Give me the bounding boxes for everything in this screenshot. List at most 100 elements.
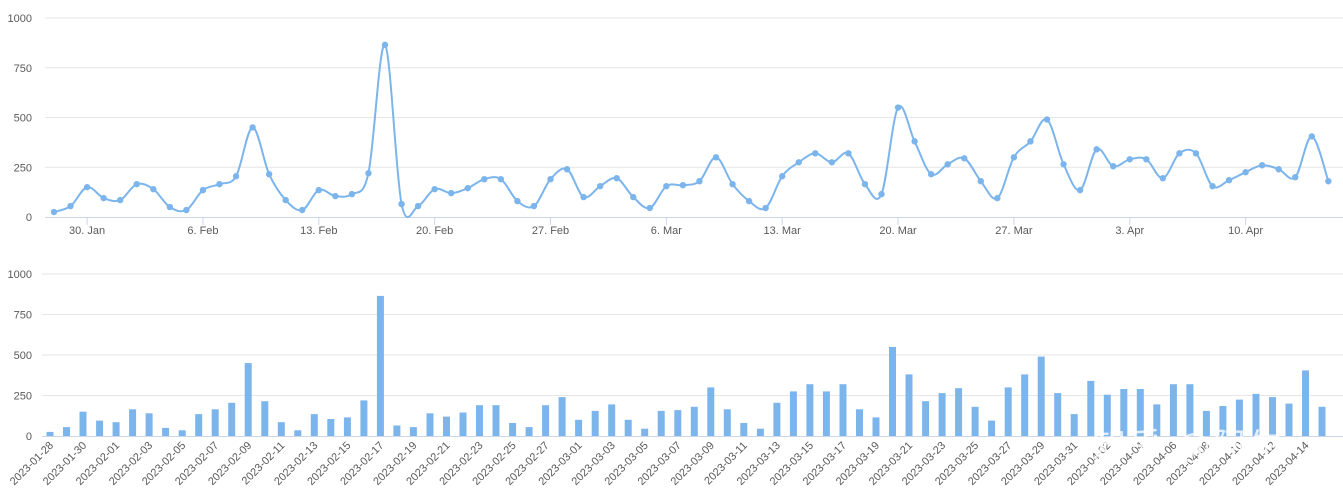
bar[interactable] <box>889 346 896 436</box>
data-point[interactable] <box>729 180 736 188</box>
data-point[interactable] <box>1325 177 1332 185</box>
bar-chart-series[interactable] <box>46 295 1326 437</box>
bar[interactable] <box>740 423 748 436</box>
data-point[interactable] <box>779 173 786 180</box>
data-point[interactable] <box>50 208 58 216</box>
data-point[interactable] <box>580 193 587 201</box>
data-point[interactable] <box>1209 182 1216 190</box>
bar[interactable] <box>922 401 930 436</box>
bar[interactable] <box>476 405 483 436</box>
data-point[interactable] <box>745 197 753 205</box>
data-point[interactable] <box>812 150 819 157</box>
bar[interactable] <box>707 387 715 436</box>
bar[interactable] <box>591 410 599 436</box>
data-point[interactable] <box>514 197 521 205</box>
data-point[interactable] <box>646 204 653 212</box>
bar[interactable] <box>806 384 814 436</box>
bar[interactable] <box>988 420 996 436</box>
data-point[interactable] <box>1275 166 1282 173</box>
bar[interactable] <box>96 420 104 436</box>
data-point[interactable] <box>530 202 538 210</box>
data-point[interactable] <box>1242 169 1249 176</box>
data-point[interactable] <box>630 193 637 201</box>
bar[interactable] <box>1219 406 1227 436</box>
bar[interactable] <box>426 413 434 436</box>
bar[interactable] <box>228 402 236 436</box>
data-point[interactable] <box>1060 161 1067 168</box>
data-point[interactable] <box>1093 146 1100 153</box>
data-point[interactable] <box>1192 150 1200 157</box>
data-point[interactable] <box>398 200 405 208</box>
data-point[interactable] <box>613 174 620 182</box>
bar[interactable] <box>459 412 467 437</box>
bar[interactable] <box>1021 374 1029 436</box>
bar[interactable] <box>756 428 764 436</box>
bar[interactable] <box>1103 394 1111 436</box>
data-point[interactable] <box>1159 174 1167 182</box>
bar[interactable] <box>1087 380 1095 436</box>
data-point[interactable] <box>299 206 306 214</box>
bar[interactable] <box>971 406 979 436</box>
bar[interactable] <box>1186 384 1194 436</box>
data-point[interactable] <box>133 180 140 188</box>
data-point[interactable] <box>1143 156 1150 163</box>
series-line[interactable] <box>53 43 1330 219</box>
bar[interactable] <box>327 419 335 436</box>
bar[interactable] <box>129 409 137 436</box>
data-point[interactable] <box>464 184 471 192</box>
data-point[interactable] <box>381 41 389 49</box>
data-point[interactable] <box>365 170 372 177</box>
bar[interactable] <box>558 397 566 436</box>
bar[interactable] <box>509 423 517 436</box>
bar[interactable] <box>657 410 665 436</box>
bar[interactable] <box>211 409 219 436</box>
data-point[interactable] <box>828 159 836 166</box>
bar[interactable] <box>1054 393 1062 436</box>
bar[interactable] <box>360 400 368 436</box>
bar[interactable] <box>856 409 863 436</box>
data-point[interactable] <box>894 104 902 111</box>
data-point[interactable] <box>183 206 190 214</box>
bar[interactable] <box>443 416 450 436</box>
data-point[interactable] <box>927 171 935 178</box>
bar[interactable] <box>343 417 351 436</box>
bar[interactable] <box>608 404 616 436</box>
data-point[interactable] <box>332 192 339 200</box>
bar[interactable] <box>162 427 170 436</box>
bar[interactable] <box>641 428 649 436</box>
data-point[interactable] <box>1043 116 1051 123</box>
bar[interactable] <box>46 431 54 436</box>
bar[interactable] <box>822 391 830 436</box>
bar[interactable] <box>310 414 318 436</box>
data-point[interactable] <box>961 155 968 162</box>
bar[interactable] <box>1153 404 1161 436</box>
bar[interactable] <box>1202 410 1210 436</box>
bar[interactable] <box>525 427 533 436</box>
bar[interactable] <box>690 406 698 436</box>
data-point[interactable] <box>762 204 769 212</box>
data-point[interactable] <box>977 177 984 185</box>
data-point[interactable] <box>1076 186 1084 194</box>
data-point[interactable] <box>497 175 505 183</box>
data-point[interactable] <box>663 182 670 190</box>
bar[interactable] <box>79 411 87 436</box>
bar[interactable] <box>277 422 285 436</box>
bar[interactable] <box>492 405 500 436</box>
data-point[interactable] <box>994 194 1001 202</box>
data-point[interactable] <box>1225 176 1233 184</box>
bar[interactable] <box>905 374 913 436</box>
bar[interactable] <box>1037 356 1045 436</box>
data-point[interactable] <box>216 180 223 188</box>
bar[interactable] <box>112 422 120 436</box>
bar[interactable] <box>1235 399 1243 436</box>
bar[interactable] <box>1070 414 1078 436</box>
data-point[interactable] <box>1308 133 1316 140</box>
bar[interactable] <box>1302 370 1309 436</box>
data-point[interactable] <box>414 202 422 210</box>
bar[interactable] <box>409 427 417 436</box>
bar[interactable] <box>773 402 781 436</box>
bar[interactable] <box>839 384 847 436</box>
bar[interactable] <box>261 401 269 436</box>
data-point[interactable] <box>712 154 720 161</box>
bar[interactable] <box>674 410 682 436</box>
